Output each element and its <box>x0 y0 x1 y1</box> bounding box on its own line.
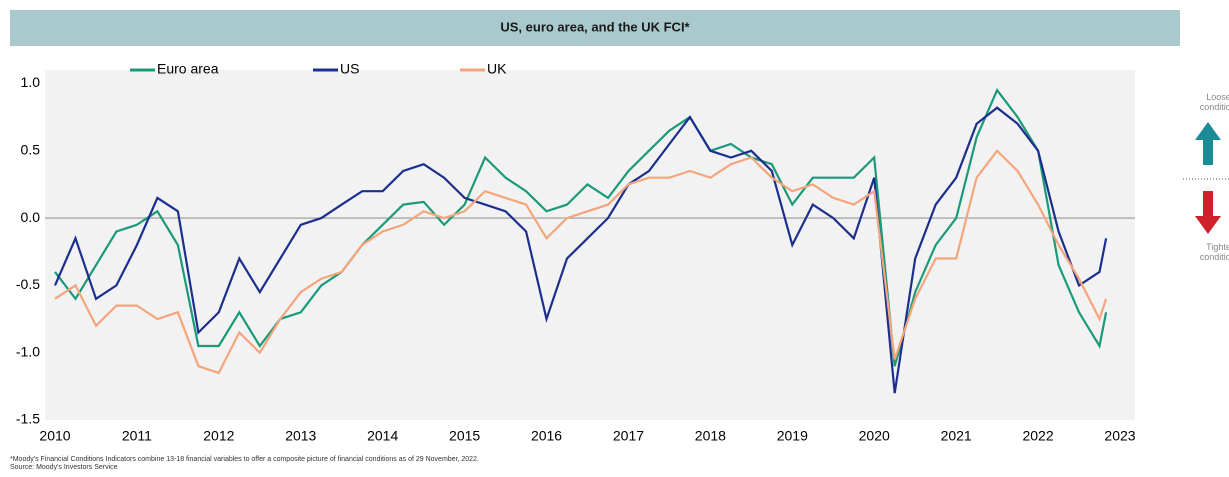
x-tick-label: 2017 <box>613 428 644 444</box>
x-tick-label: 2020 <box>859 428 890 444</box>
legend-label: Euro area <box>157 61 219 77</box>
x-tick-label: 2014 <box>367 428 398 444</box>
y-tick-label: -1.0 <box>16 343 40 359</box>
footnote: *Moody's Financial Conditions Indicators… <box>10 456 479 463</box>
series-line <box>53 106 1108 394</box>
series-line <box>54 149 1108 375</box>
plot-area <box>45 70 1135 420</box>
chart-title: US, euro area, and the UK FCI* <box>500 19 690 34</box>
y-tick-label: -0.5 <box>16 276 40 292</box>
x-tick-label: 2021 <box>941 428 972 444</box>
x-tick-label: 2015 <box>449 428 480 444</box>
y-tick-label: -1.5 <box>16 411 40 427</box>
y-tick-label: 0.5 <box>21 141 41 157</box>
x-tick-label: 2022 <box>1022 428 1053 444</box>
series-line <box>54 88 1108 367</box>
down-arrow <box>1195 191 1221 234</box>
y-tick-label: 1.0 <box>21 74 41 90</box>
x-tick-label: 2010 <box>39 428 70 444</box>
y-tick-label: 0.0 <box>21 209 41 225</box>
title-band <box>10 10 1180 46</box>
legend-label: US <box>340 61 359 77</box>
x-tick-label: 2018 <box>695 428 726 444</box>
tighter-note: Tighter conditions <box>1199 242 1229 262</box>
source: Source: Moody's Investors Service <box>10 464 118 471</box>
x-tick-label: 2023 <box>1104 428 1135 444</box>
x-tick-label: 2016 <box>531 428 562 444</box>
up-arrow <box>1195 122 1221 165</box>
looser-note: Looser conditions <box>1199 92 1229 112</box>
legend-label: UK <box>487 61 507 77</box>
x-tick-label: 2011 <box>122 428 152 444</box>
x-tick-label: 2013 <box>285 428 316 444</box>
x-tick-label: 2012 <box>203 428 234 444</box>
x-tick-label: 2019 <box>777 428 808 444</box>
